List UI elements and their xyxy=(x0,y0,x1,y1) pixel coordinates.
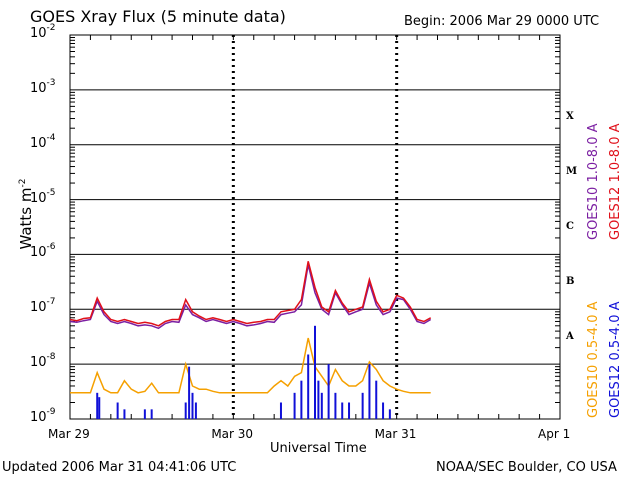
y-tick-label: 10-2 xyxy=(30,23,56,41)
credit: NOAA/SEC Boulder, CO USA xyxy=(436,460,617,475)
y-tick-label: 10-4 xyxy=(30,133,56,151)
y-tick-label: 10-9 xyxy=(30,407,56,425)
y-tick-base: 10 xyxy=(30,245,47,261)
flare-class-m: M xyxy=(566,166,578,178)
updated-timestamp: Updated 2006 Mar 31 04:41:06 UTC xyxy=(2,460,237,475)
y-tick-base: 10 xyxy=(30,135,47,151)
begin-time: Begin: 2006 Mar 29 0000 UTC xyxy=(404,14,600,29)
y-tick-base: 10 xyxy=(30,190,47,206)
y-tick-label: 10-6 xyxy=(30,242,56,260)
y-tick-label: 10-5 xyxy=(30,188,56,206)
y-tick-exponent: -7 xyxy=(46,297,56,308)
series-line-goes10-0-5-4-0-a xyxy=(70,337,431,394)
x-axis-label: Universal Time xyxy=(270,441,367,456)
y-tick-base: 10 xyxy=(30,80,47,96)
y-tick-label: 10-7 xyxy=(30,297,56,315)
y-tick-exponent: -4 xyxy=(46,132,56,143)
series-line-goes12-1-0-8-0-a xyxy=(69,261,432,327)
flare-class-c: C xyxy=(566,221,574,232)
y-tick-label: 10-8 xyxy=(30,352,56,370)
x-tick-label: Apr 1 xyxy=(538,427,571,441)
y-tick-exponent: -6 xyxy=(46,242,56,253)
chart-title: GOES Xray Flux (5 minute data) xyxy=(30,7,286,26)
y-tick-exponent: -5 xyxy=(46,187,56,198)
y-tick-exponent: -2 xyxy=(46,23,56,33)
y-tick-base: 10 xyxy=(30,26,47,41)
y-tick-exponent: -8 xyxy=(46,352,56,363)
x-tick-label: Mar 30 xyxy=(211,427,254,441)
x-tick-label: Mar 29 xyxy=(48,427,90,441)
y-tick-base: 10 xyxy=(30,355,47,371)
flare-class-x: X xyxy=(566,111,574,123)
flare-class-a: A xyxy=(566,330,574,342)
y-tick-label: 10-3 xyxy=(30,78,56,96)
series-line-goes10-1-0-8-0-a xyxy=(69,264,432,330)
flare-class-b: B xyxy=(566,275,575,287)
x-tick-label: Mar 31 xyxy=(374,427,417,441)
y-tick-exponent: -3 xyxy=(46,77,56,88)
y-tick-base: 10 xyxy=(30,410,47,425)
y-tick-exponent: -9 xyxy=(46,407,56,417)
y-tick-base: 10 xyxy=(30,300,47,316)
